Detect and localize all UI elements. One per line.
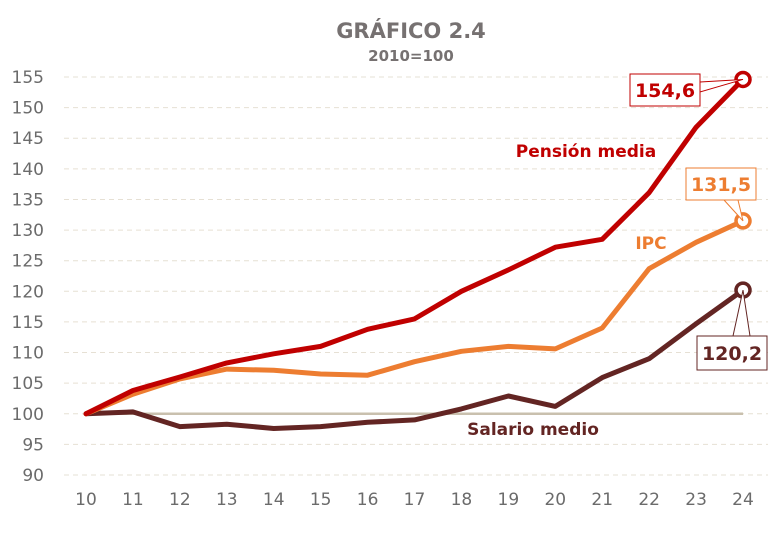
x-tick-label: 19 bbox=[498, 490, 520, 510]
y-axis-ticks: 90 95 100 105 110 115 120 125 130 135 140 145 150 155 bbox=[12, 68, 44, 486]
callout-pointer bbox=[722, 199, 744, 222]
callout-box bbox=[685, 167, 757, 201]
gridlines bbox=[64, 76, 768, 476]
y-tick-label: 105 bbox=[12, 374, 44, 394]
x-tick-label: 14 bbox=[263, 490, 285, 510]
series-label-salario: Salario medio bbox=[467, 420, 599, 440]
series-label-ipc: IPC bbox=[635, 234, 666, 254]
x-tick-label: 18 bbox=[451, 490, 473, 510]
y-tick-label: 115 bbox=[12, 313, 44, 333]
y-tick-label: 130 bbox=[12, 221, 44, 241]
series-line-pension bbox=[83, 76, 746, 417]
y-tick-label: 135 bbox=[12, 190, 44, 210]
x-tick-label: 21 bbox=[591, 490, 613, 510]
x-tick-label: 13 bbox=[216, 490, 238, 510]
callout-salario: 120,2 bbox=[696, 289, 768, 371]
callout-value: 131,5 bbox=[691, 174, 751, 196]
callout-value: 120,2 bbox=[702, 343, 762, 365]
x-axis-ticks: 10 11 12 13 14 15 16 17 18 19 20 21 22 23 24 bbox=[75, 490, 754, 510]
series-lines bbox=[83, 70, 752, 431]
y-tick-label: 100 bbox=[12, 405, 44, 425]
series-labels: Pensión media IPC Salario medio bbox=[467, 142, 667, 440]
y-tick-label: 95 bbox=[22, 435, 44, 455]
series-label-pension: Pensión media bbox=[516, 142, 656, 162]
callout-ipc: 131,5 bbox=[685, 167, 757, 222]
x-tick-label: 12 bbox=[169, 490, 191, 510]
callout-box bbox=[629, 73, 701, 107]
callout-box bbox=[696, 335, 768, 371]
y-tick-label: 150 bbox=[12, 99, 44, 119]
y-tick-label: 90 bbox=[22, 466, 44, 486]
callout-pension: 154,6 bbox=[629, 73, 744, 107]
y-tick-label: 140 bbox=[12, 160, 44, 180]
x-tick-label: 10 bbox=[75, 490, 97, 510]
y-tick-label: 110 bbox=[12, 344, 44, 364]
series-line-ipc bbox=[83, 218, 746, 417]
series-line-salario bbox=[83, 287, 746, 431]
chart-subtitle: 2010=100 bbox=[368, 47, 454, 65]
x-tick-label: 20 bbox=[544, 490, 566, 510]
x-tick-label: 15 bbox=[310, 490, 332, 510]
x-tick-label: 11 bbox=[122, 490, 144, 510]
chart-title: GRÁFICO 2.4 bbox=[336, 18, 486, 43]
x-tick-label: 22 bbox=[638, 490, 660, 510]
y-tick-label: 125 bbox=[12, 252, 44, 272]
x-tick-label: 16 bbox=[357, 490, 379, 510]
x-tick-label: 23 bbox=[685, 490, 707, 510]
x-tick-label: 17 bbox=[404, 490, 426, 510]
y-tick-label: 120 bbox=[12, 282, 44, 302]
y-tick-label: 155 bbox=[12, 68, 44, 88]
callout-value: 154,6 bbox=[635, 80, 695, 102]
y-tick-label: 145 bbox=[12, 129, 44, 149]
x-tick-label: 24 bbox=[732, 490, 754, 510]
end-callouts: 154,6 131,5 120,2 bbox=[629, 73, 768, 371]
